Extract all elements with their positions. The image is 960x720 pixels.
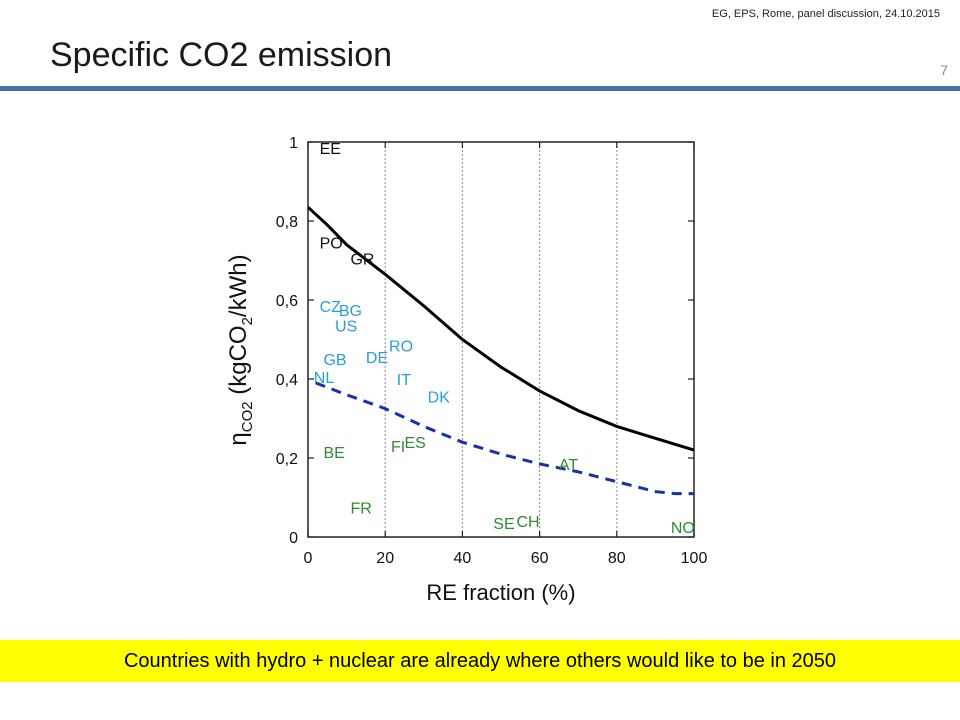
country-label-it: IT [397, 372, 411, 389]
country-label-us: US [335, 319, 357, 336]
y-tick-label: 0,4 [276, 372, 298, 389]
title-rule [0, 86, 960, 91]
y-label-eta: η [225, 432, 252, 445]
x-axis-label: RE fraction (%) [426, 580, 575, 605]
y-label-sub-2: 2 [239, 317, 256, 325]
y-label-sub-co2: CO2 [239, 401, 256, 432]
chart-series [306, 206, 695, 496]
country-label-gb: GB [323, 352, 346, 369]
country-label-ch: CH [516, 514, 539, 531]
y-tick-label: 0,2 [276, 451, 298, 468]
x-tick-label: 20 [376, 550, 394, 567]
y-label-mid: (kgCO [225, 325, 252, 401]
page-number: 7 [940, 62, 948, 78]
caption-banner: Countries with hydro + nuclear are alrea… [0, 640, 960, 682]
country-label-fr: FR [350, 500, 371, 517]
slide-title: Specific CO2 emission [50, 36, 393, 74]
country-label-ro: RO [389, 338, 413, 355]
country-label-ee: EE [320, 141, 341, 158]
y-axis-label: ηCO2 (kgCO2/kWh) [225, 254, 256, 445]
country-label-cz: CZ [320, 299, 342, 316]
country-label-at: AT [559, 457, 578, 474]
country-label-de: DE [366, 350, 388, 367]
y-tick-label: 0 [289, 530, 298, 547]
dashed-curve [315, 381, 694, 496]
country-label-se: SE [493, 516, 514, 533]
country-label-es: ES [405, 435, 426, 452]
country-label-bg: BG [339, 303, 362, 320]
y-tick-label: 1 [289, 135, 298, 152]
country-label-po: PO [320, 236, 343, 253]
y-label-suffix: /kWh) [225, 254, 252, 317]
country-label-nl: NL [314, 370, 335, 387]
chart-grid [384, 142, 618, 537]
x-tick-label: 100 [681, 550, 708, 567]
country-label-dk: DK [428, 390, 451, 407]
y-tick-label: 0,8 [276, 214, 298, 231]
x-tick-label: 80 [608, 550, 626, 567]
solid-curve [306, 206, 695, 452]
country-label-be: BE [323, 445, 344, 462]
country-label-gr: GR [350, 251, 374, 268]
country-label-no: NO [671, 520, 695, 537]
country-label-fi: FI [391, 439, 405, 456]
x-tick-label: 60 [531, 550, 549, 567]
x-tick-label: 40 [454, 550, 472, 567]
axis-ticks: 0 20 40 60 80 100 0 0,2 0,4 0,6 0,8 1 [276, 135, 708, 567]
x-tick-label: 0 [304, 550, 313, 567]
header-note: EG, EPS, Rome, panel discussion, 24.10.2… [711, 8, 940, 20]
y-tick-label: 0,6 [276, 293, 298, 310]
plot-frame [307, 141, 695, 538]
